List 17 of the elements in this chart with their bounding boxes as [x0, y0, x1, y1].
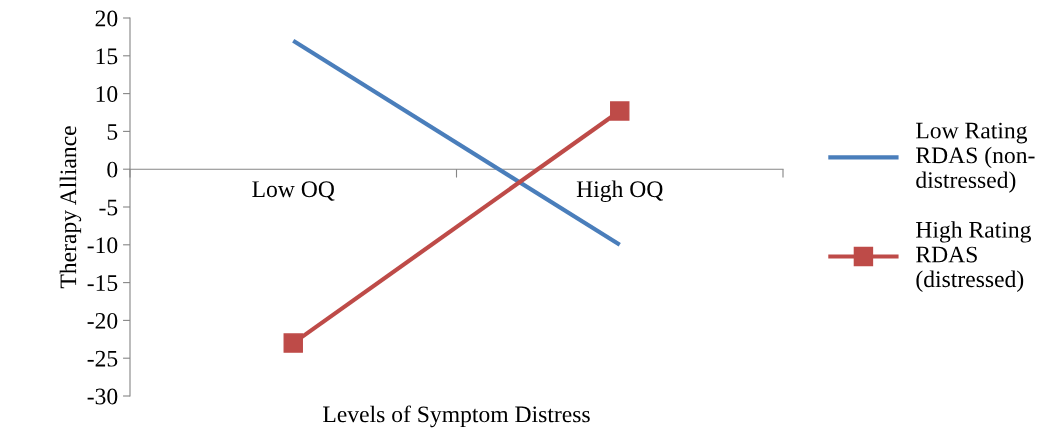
legend-label: High Rating RDAS (distressed) — [916, 221, 1031, 292]
y-tick-label: 15 — [96, 48, 118, 65]
y-tick-label: 0 — [107, 161, 118, 178]
x-axis-title: Levels of Symptom Distress — [323, 405, 590, 428]
y-tick-label: -10 — [87, 237, 118, 254]
y-tick-label: -30 — [87, 388, 118, 405]
legend-label: Low Rating RDAS (non-distressed) — [916, 122, 1035, 193]
y-tick-label: -5 — [99, 199, 118, 216]
x-tick-label: High OQ — [576, 180, 663, 203]
y-axis-title: Therapy Alliance — [59, 126, 82, 289]
x-tick-label: Low OQ — [252, 181, 335, 201]
y-tick-label: 5 — [107, 124, 118, 140]
y-tick-label: 20 — [95, 10, 118, 27]
y-tick-label: 10 — [96, 86, 118, 103]
y-tick-label: -15 — [87, 275, 118, 292]
y-tick-label: -25 — [87, 350, 118, 367]
y-tick-label: -20 — [87, 312, 118, 329]
